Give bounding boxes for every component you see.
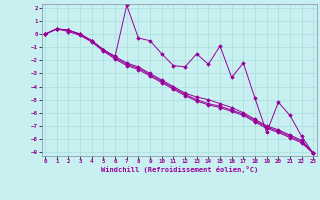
X-axis label: Windchill (Refroidissement éolien,°C): Windchill (Refroidissement éolien,°C) [100, 166, 258, 173]
